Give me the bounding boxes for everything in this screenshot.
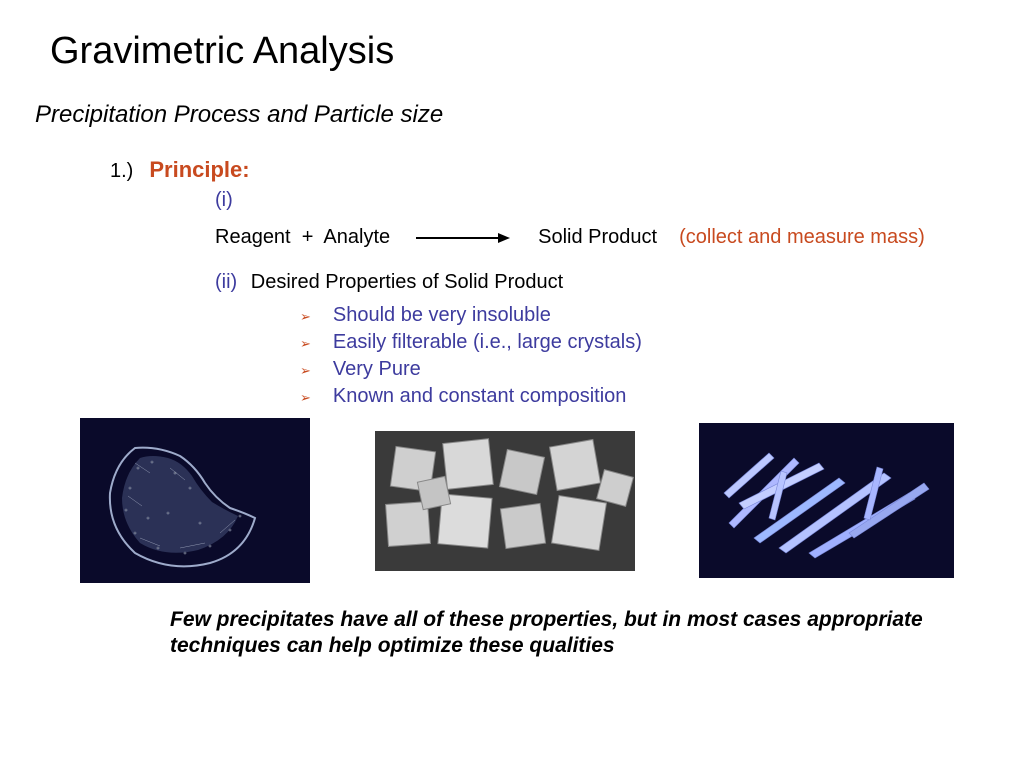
image-row [50,418,984,583]
reaction-equation: Reagent + Analyte Solid Product (collect… [215,226,984,249]
roman-ii-row: (ii) Desired Properties of Solid Product [215,271,984,294]
footer-note: Few precipitates have all of these prope… [170,607,984,660]
bullet-text: Should be very insoluble [333,304,551,327]
bullet-text: Known and constant composition [333,385,627,408]
list-item: ➢ Easily filterable (i.e., large crystal… [300,331,984,354]
bullet-text: Very Pure [333,358,421,381]
equation-lhs: Reagent + Analyte [215,226,390,249]
chevron-right-icon: ➢ [300,388,311,408]
page-title: Gravimetric Analysis [50,30,984,73]
bullet-list: ➢ Should be very insoluble ➢ Easily filt… [300,304,984,408]
slide-container: Gravimetric Analysis Precipitation Proce… [0,0,1024,680]
list-item: ➢ Known and constant composition [300,385,984,408]
cubic-crystals-image [375,431,635,571]
content-block: 1.) Principle: (i) Reagent + Analyte Sol… [110,157,984,408]
arrow-icon [398,230,518,246]
list-item: ➢ Very Pure [300,358,984,381]
desired-heading: Desired Properties of Solid Product [251,271,563,293]
roman-i: (i) [215,189,984,212]
roman-ii: (ii) [215,271,237,293]
equation-rhs: Solid Product [538,226,657,249]
chevron-right-icon: ➢ [300,361,311,381]
chevron-right-icon: ➢ [300,307,311,327]
equation-note: (collect and measure mass) [679,226,925,249]
subtitle: Precipitation Process and Particle size [35,101,984,129]
numbered-item: 1.) Principle: [110,157,984,183]
item-number: 1.) [110,160,133,183]
needle-crystals-image [699,423,954,578]
amorphous-precipitate-image [80,418,310,583]
chevron-right-icon: ➢ [300,334,311,354]
list-item: ➢ Should be very insoluble [300,304,984,327]
principle-label: Principle: [149,157,249,183]
bullet-text: Easily filterable (i.e., large crystals) [333,331,642,354]
